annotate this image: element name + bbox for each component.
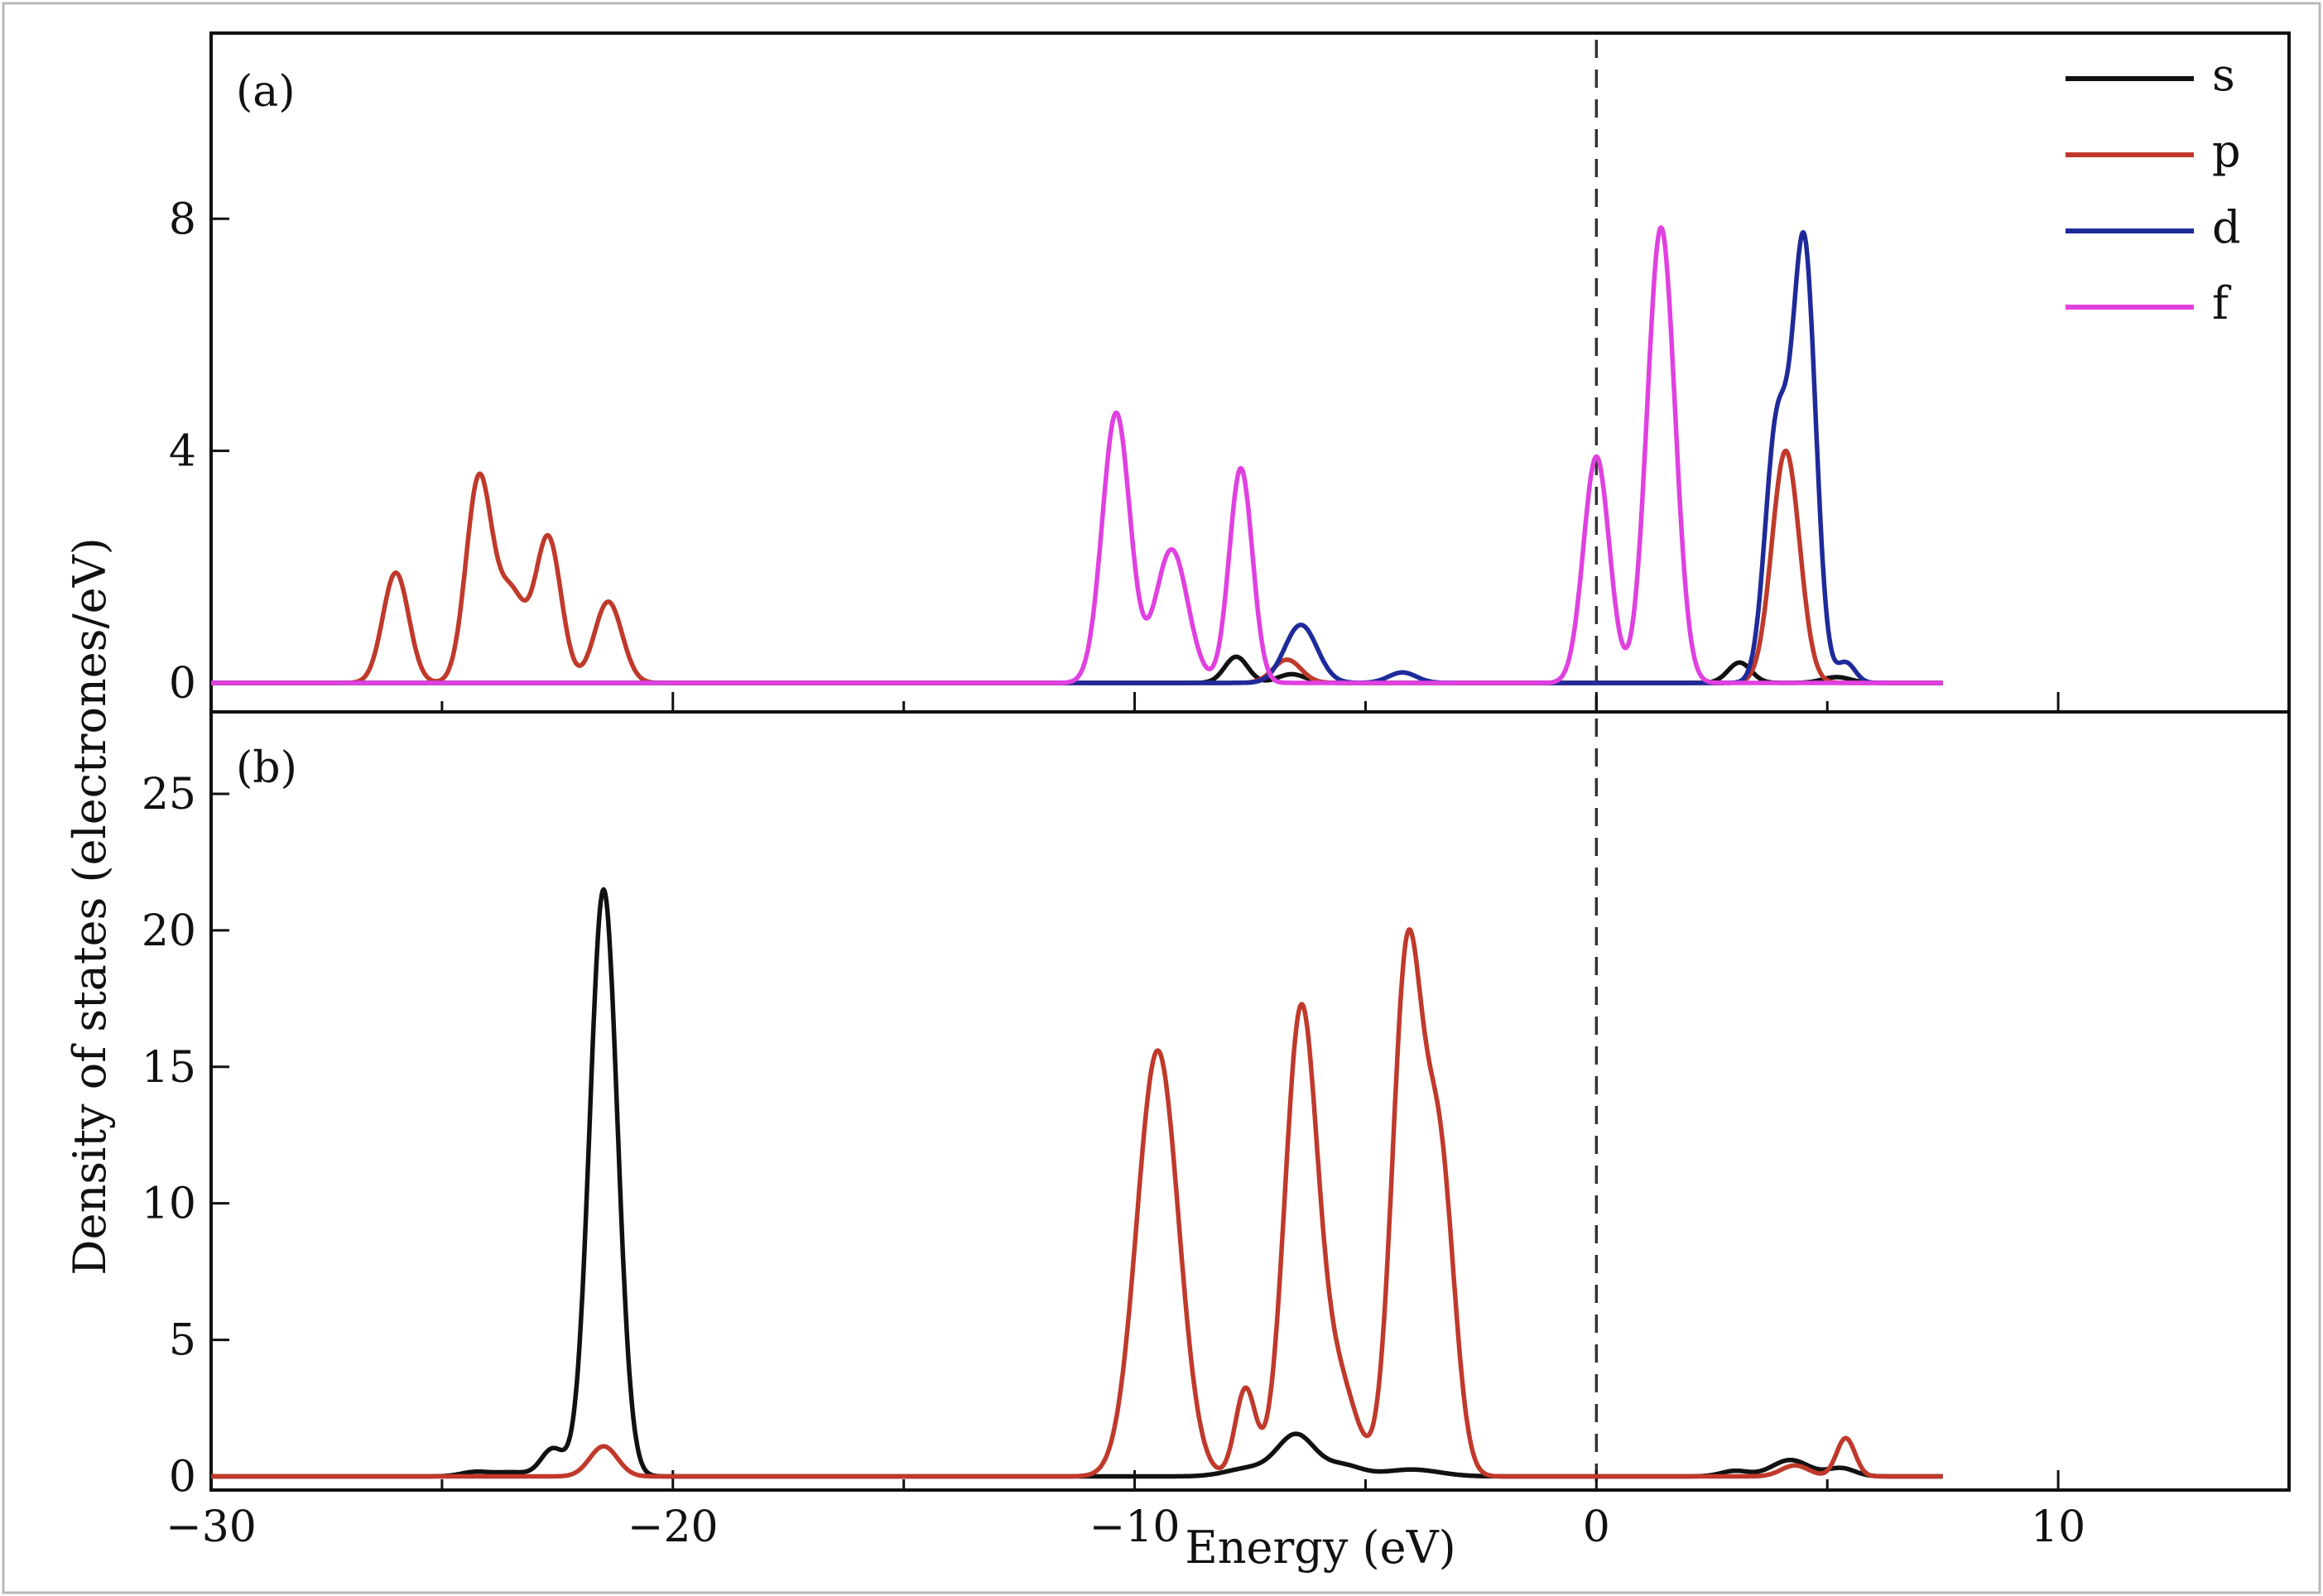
legend-label-s: s <box>2212 49 2235 101</box>
panel-b-ticks: 0 5 10 15 20 25 −30 −20 −10 0 10 <box>142 770 2291 1552</box>
y-tick-label-b: 25 <box>142 770 196 820</box>
series-p-curve-b <box>209 927 1945 1479</box>
panel-b-tag: (b) <box>236 743 297 793</box>
legend-label-p: p <box>2212 125 2241 177</box>
panel-a-curves <box>209 225 1945 685</box>
y-tick-label-a: 8 <box>169 195 196 244</box>
panel-b: 0 5 10 15 20 25 −30 −20 −10 0 10 (b) <box>142 710 2291 1552</box>
y-tick-label-b: 20 <box>142 906 196 956</box>
panel-b-frame <box>209 710 2291 1492</box>
y-tick-label-a: 0 <box>169 659 196 709</box>
y-tick-label-b: 0 <box>169 1453 196 1502</box>
legend-label-d: d <box>2212 201 2241 253</box>
x-tick-label: −30 <box>166 1502 257 1552</box>
x-axis-title: Energy (eV) <box>1185 1521 1455 1574</box>
y-tick-label-b: 15 <box>142 1043 196 1093</box>
y-axis-title: Density of states (electrones/eV) <box>64 537 116 1275</box>
x-tick-label: −20 <box>628 1502 719 1552</box>
panel-b-curves <box>209 887 1945 1479</box>
y-tick-label-b: 5 <box>169 1316 196 1366</box>
x-tick-label: 0 <box>1583 1502 1610 1552</box>
series-f-curve-a <box>209 225 1945 685</box>
x-tick-label: 10 <box>2031 1502 2085 1552</box>
x-tick-label: −10 <box>1089 1502 1181 1552</box>
y-tick-label-a: 4 <box>169 427 196 477</box>
y-tick-label-b: 10 <box>142 1180 196 1229</box>
panel-a-tag: (a) <box>236 67 296 117</box>
